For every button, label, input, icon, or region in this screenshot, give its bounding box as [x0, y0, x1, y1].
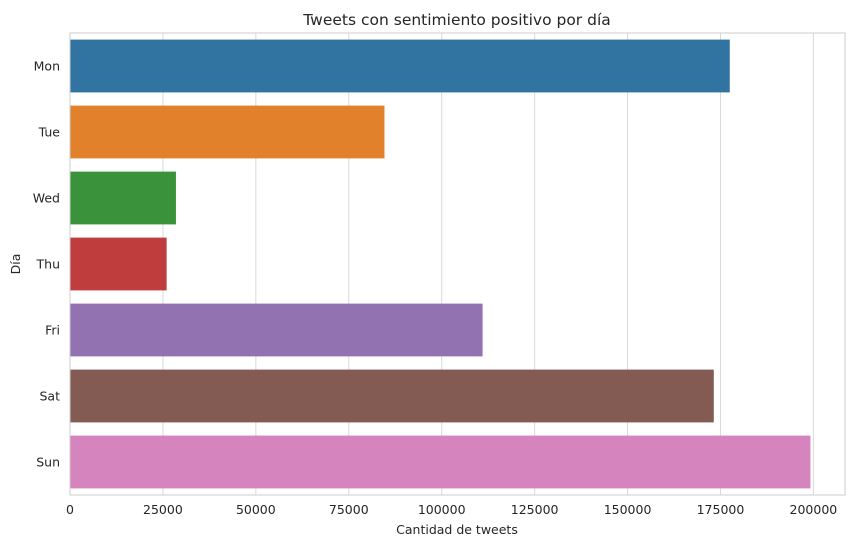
y-tick-label: Fri [45, 323, 60, 338]
y-tick-label: Tue [38, 125, 61, 140]
grid-lines [69, 33, 814, 495]
x-tick-label: 50000 [236, 502, 276, 517]
y-tick-label: Sat [40, 389, 61, 404]
bar-mon [70, 39, 730, 93]
x-tick-label: 175000 [697, 502, 745, 517]
y-tick-labels: Mon Tue Wed Thu Fri Sat Sun [33, 59, 61, 470]
y-tick-label: Sun [36, 455, 60, 470]
x-tick-label: 100000 [418, 502, 466, 517]
bar-fri [70, 303, 483, 357]
y-tick-label: Wed [33, 191, 60, 206]
x-tick-labels: 0 25000 50000 75000 100000 125000 150000 175000… [66, 502, 837, 517]
x-tick-label: 75000 [329, 502, 369, 517]
x-tick-label: 200000 [790, 502, 838, 517]
y-tick-label: Mon [34, 59, 60, 74]
x-tick-label: 25000 [143, 502, 183, 517]
bar-wed [70, 171, 176, 225]
x-tick-label: 0 [66, 502, 74, 517]
y-axis-label: Día [8, 254, 23, 275]
x-tick-label: 125000 [511, 502, 559, 517]
x-axis-label: Cantidad de tweets [396, 522, 518, 537]
chart-title: Tweets con sentimiento positivo por día [302, 11, 611, 29]
bars [70, 39, 811, 489]
x-tick-label: 150000 [604, 502, 652, 517]
bar-sun [70, 435, 811, 489]
bar-thu [70, 237, 167, 291]
bar-sat [70, 369, 714, 423]
bar-tue [70, 105, 385, 159]
plot-frame [69, 32, 846, 496]
y-tick-label: Thu [36, 257, 60, 272]
